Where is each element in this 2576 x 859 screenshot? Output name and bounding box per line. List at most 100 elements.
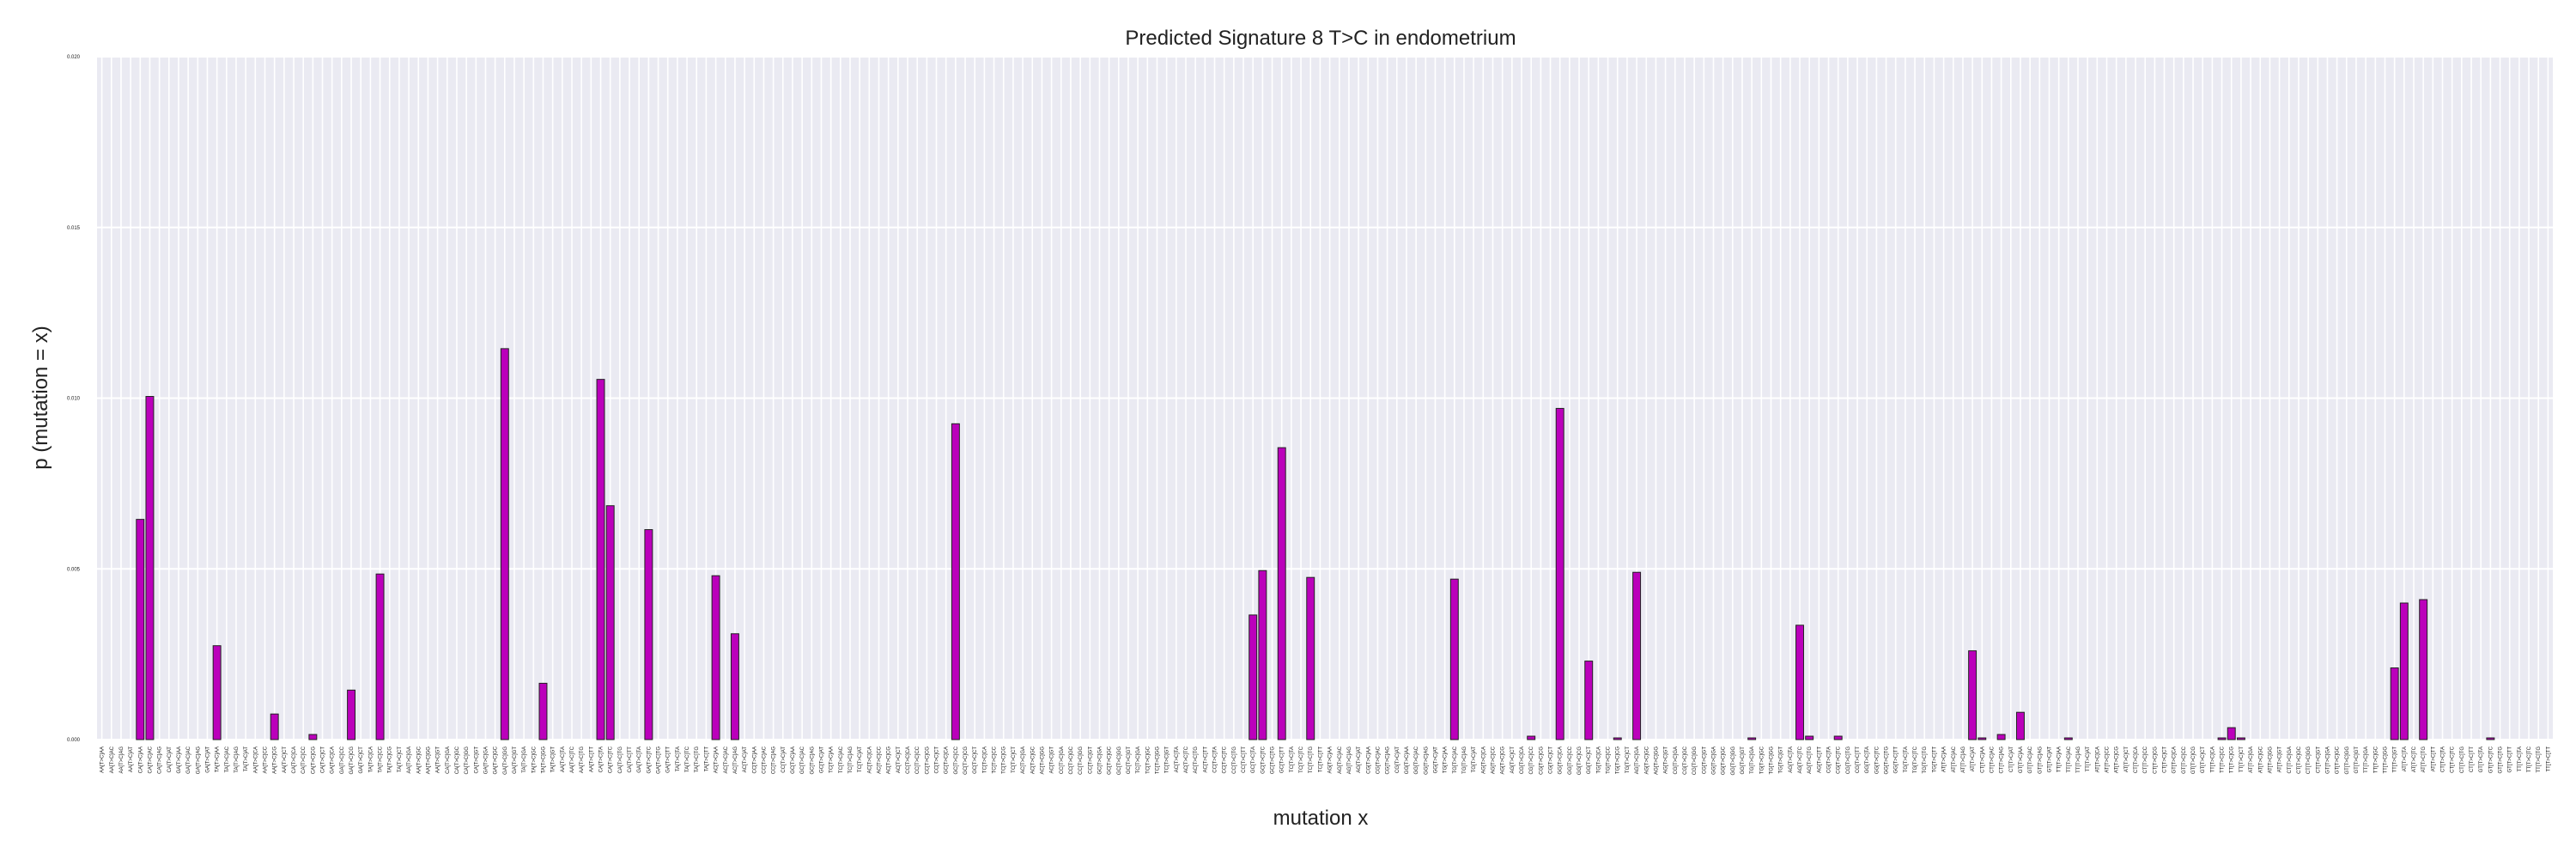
x-tick-label: GC[T>C]AT xyxy=(819,746,824,773)
x-tick-label: AT[T>C]CT xyxy=(2124,746,2129,772)
x-tick-label: TC[T>C]CC xyxy=(993,746,998,773)
x-tick-label: TA[T>C]CT xyxy=(398,746,403,772)
x-tick-label: GC[T>C]AG xyxy=(810,746,815,775)
x-tick-label: TA[T>C]GG xyxy=(541,746,546,774)
x-tick-label: AT[T>C]GC xyxy=(2258,746,2263,773)
x-tick-label: CG[T>C]CG xyxy=(1539,746,1544,775)
x-tick-label: GT[T>C]TA xyxy=(2479,746,2484,772)
x-tick-label: CC[T>C]TC xyxy=(1223,746,1228,773)
x-tick-label: AG[T>C]AG xyxy=(1347,746,1352,775)
x-tick-label: AC[T>C]CA xyxy=(867,746,872,774)
x-tick-label: GG[T>C]AG xyxy=(1424,746,1429,775)
y-axis-label: p (mutation = x) xyxy=(29,326,52,469)
x-tick-label: TG[T>C]TA xyxy=(1904,746,1909,772)
x-tick-label: CG[T>C]TT xyxy=(1856,746,1861,774)
x-tick-label: TA[T>C]GT xyxy=(551,746,556,773)
x-tick-label: GC[T>C]GT xyxy=(1127,746,1132,775)
bar xyxy=(2227,728,2235,740)
x-tick-label: CT[T>C]CC xyxy=(2143,746,2148,773)
x-tick-label: AT[T>C]TA xyxy=(2403,746,2408,771)
x-tick-label: CG[T>C]GT xyxy=(1702,746,1707,775)
x-tick-label: CA[T>C]AG xyxy=(158,746,163,774)
y-tick-labels: 0.000 0.005 0.010 0.015 0.020 xyxy=(67,55,81,743)
y-tick-label: 0.005 xyxy=(67,567,81,572)
x-tick-label: TG[T>C]AC xyxy=(1453,746,1458,773)
x-tick-label: AG[T>C]GG xyxy=(1654,746,1659,775)
x-tick-label: CG[T>C]TG xyxy=(1846,746,1851,775)
x-tick-label: GC[T>C]TA xyxy=(1251,746,1256,773)
bar xyxy=(1633,572,1641,740)
x-tick-label: AA[T>C]CC xyxy=(264,746,269,773)
x-tick-label: CC[T>C]AT xyxy=(781,746,787,773)
bar xyxy=(309,734,317,740)
x-tick-label: GG[T>C]TC xyxy=(1874,746,1880,774)
x-tick-label: TG[T>C]AG xyxy=(1462,746,1467,774)
x-tick-label: AC[T>C]CG xyxy=(887,746,892,775)
x-tick-label: GT[T>C]GG xyxy=(2345,746,2350,775)
x-tick-label: CT[T>C]CG xyxy=(2153,746,2158,774)
x-tick-label: TA[T>C]TG xyxy=(695,746,700,773)
x-tick-label: CC[T>C]TT xyxy=(1242,746,1247,773)
bar xyxy=(1806,736,1814,740)
x-tick-label: CG[T>C]CA xyxy=(1520,746,1525,774)
x-tick-label: AA[T>C]GC xyxy=(416,746,422,774)
x-tick-label: AT[T>C]GA xyxy=(2249,746,2254,773)
x-tick-label: TA[T>C]AA xyxy=(216,746,221,772)
x-tick-label: CC[T>C]CA xyxy=(906,746,911,774)
x-tick-label: AC[T>C]TT xyxy=(1203,746,1208,773)
x-tick-label: AC[T>C]AG xyxy=(733,746,738,774)
x-tick-label: GC[T>C]GC xyxy=(1108,746,1113,775)
x-tick-label: TT[T>C]CG xyxy=(2230,746,2235,773)
x-tick-label: AC[T>C]AC xyxy=(724,746,729,773)
x-tick-label: CA[T>C]GG xyxy=(465,746,470,775)
x-tick-label: AT[T>C]TG xyxy=(2421,746,2427,773)
bar xyxy=(137,520,144,740)
x-tick-label: TC[T>C]TA xyxy=(1290,746,1295,772)
x-tick-label: CA[T>C]GC xyxy=(455,746,460,774)
x-tick-label: TC[T>C]AG xyxy=(848,746,854,774)
x-tick-label: AT[T>C]AA xyxy=(1942,746,1947,772)
x-tick-label: AA[T>C]AT xyxy=(129,746,134,772)
x-tick-label: AA[T>C]CG xyxy=(273,746,278,774)
x-tick-label: CC[T>C]GA xyxy=(1060,746,1065,774)
x-tick-label: AC[T>C]GT xyxy=(1050,746,1055,774)
bar xyxy=(1528,736,1535,740)
x-tick-label: CG[T>C]CT xyxy=(1549,746,1554,774)
x-tick-label: TC[T>C]GT xyxy=(1165,746,1170,774)
x-tick-label: AG[T>C]TT xyxy=(1817,746,1822,773)
x-tick-label: TG[T>C]TC xyxy=(1913,746,1918,773)
x-tick-label: CC[T>C]AG xyxy=(772,746,777,775)
x-tick-label: GT[T>C]AT xyxy=(2047,746,2052,773)
x-tick-label: CG[T>C]GA xyxy=(1674,746,1679,775)
x-tick-label: CC[T>C]AA xyxy=(752,746,757,774)
x-tick-label: GA[T>C]TA xyxy=(637,746,642,773)
x-tick-label: AT[T>C]GT xyxy=(2278,746,2283,773)
x-tick-label: AT[T>C]CA xyxy=(2095,746,2100,772)
chart-title: Predicted Signature 8 T>C in endometrium xyxy=(1125,27,1516,50)
x-tick-label: TG[T>C]AA xyxy=(1443,746,1449,773)
bar xyxy=(348,690,355,740)
x-tick-label: AC[T>C]TG xyxy=(1194,746,1199,774)
x-tick-label: GC[T>C]CA xyxy=(945,746,950,774)
bar xyxy=(376,574,384,740)
x-tick-label: AT[T>C]AC xyxy=(1952,746,1957,772)
x-tick-label: TG[T>C]CG xyxy=(1616,746,1621,775)
x-tick-label: GA[T>C]CA xyxy=(331,746,336,774)
x-tick-label: AG[T>C]AC xyxy=(1338,746,1343,774)
x-tick-label: CC[T>C]CG xyxy=(925,746,930,775)
x-tick-label: TG[T>C]GA xyxy=(1750,746,1755,774)
x-tick-label: GA[T>C]CC xyxy=(340,746,345,774)
x-tick-label: TG[T>C]GC xyxy=(1759,746,1765,774)
x-tick-label: TT[T>C]TA xyxy=(2518,746,2523,771)
x-tick-label: CG[T>C]TA xyxy=(1827,746,1832,773)
x-tick-label: TA[T>C]TC xyxy=(685,746,690,772)
x-tick-label: TT[T>C]GG xyxy=(2383,746,2388,774)
x-tick-label: GA[T>C]AG xyxy=(196,746,201,775)
x-tick-label: AG[T>C]CA xyxy=(1481,746,1486,774)
x-tick-label: TT[T>C]AG xyxy=(2076,746,2081,773)
x-tick-label: CC[T>C]AC xyxy=(762,746,767,774)
x-tick-label: GT[T>C]TG xyxy=(2499,746,2504,774)
x-tick-label: CA[T>C]TT xyxy=(628,746,633,773)
x-tick-label: AC[T>C]GG xyxy=(1040,746,1045,775)
x-tick-label: AG[T>C]GC xyxy=(1644,746,1649,774)
